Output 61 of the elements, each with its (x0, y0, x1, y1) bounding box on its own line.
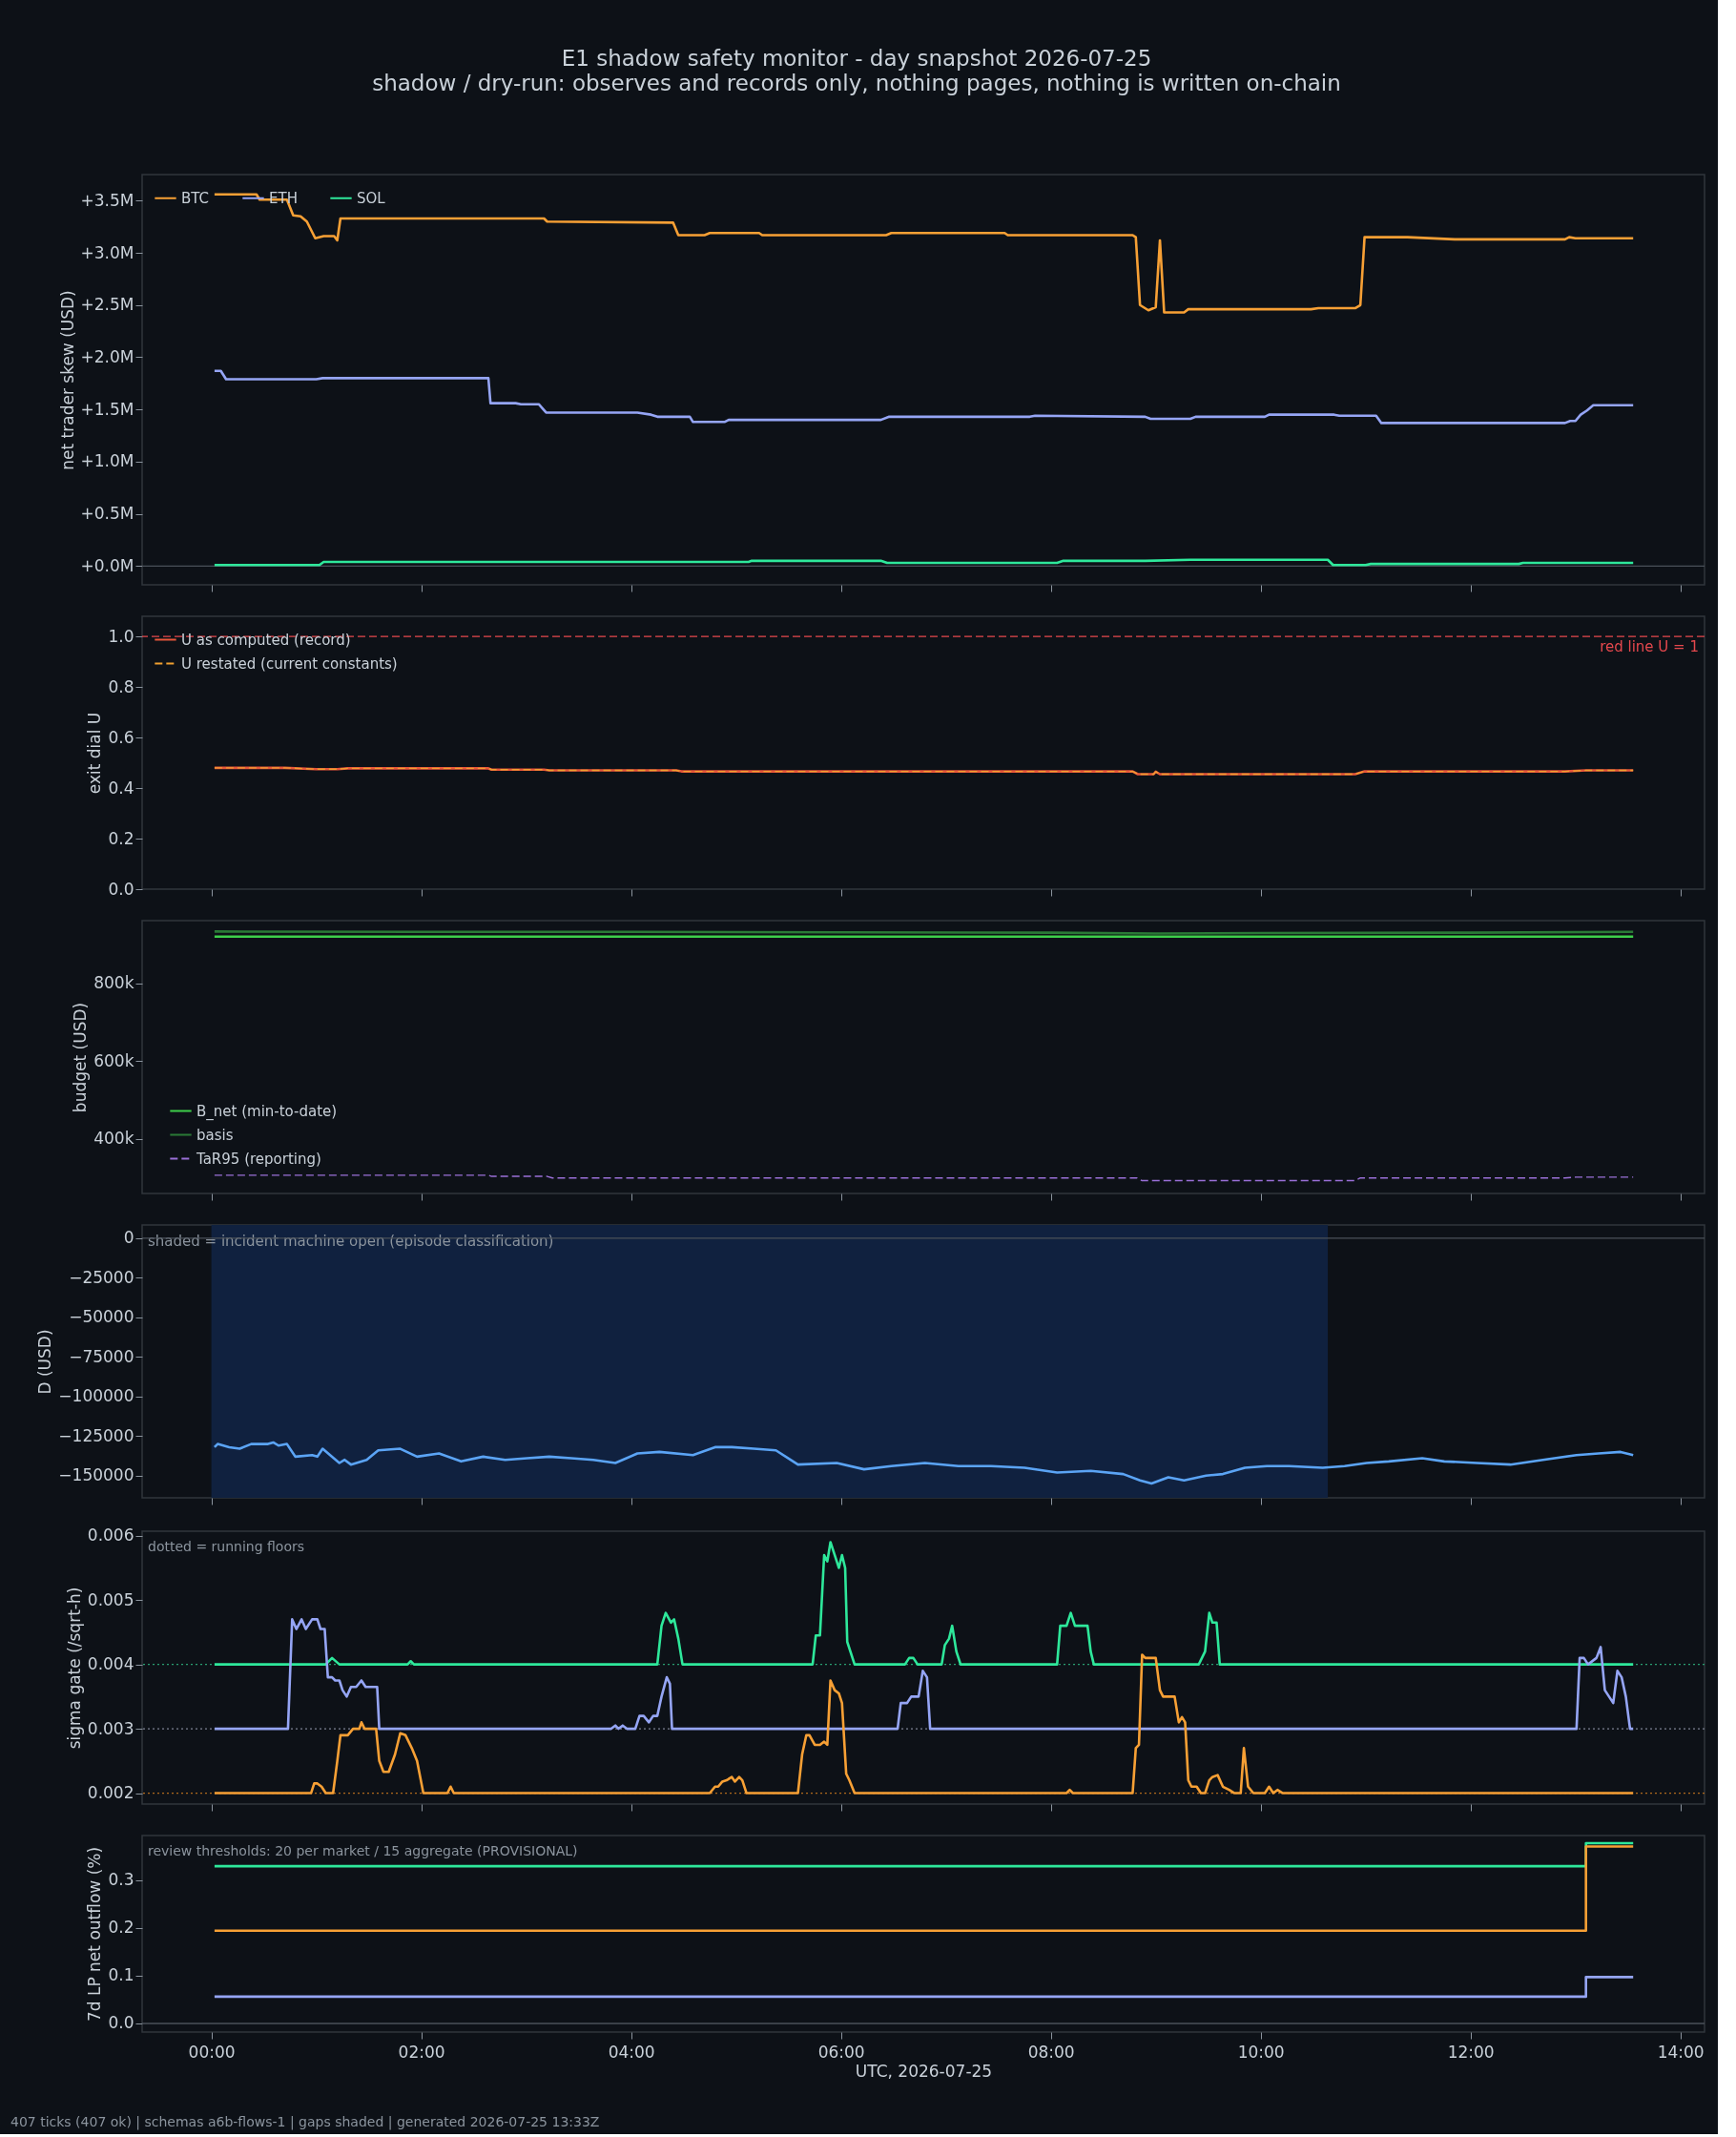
y-tick-label: 0.1 (108, 1965, 134, 1985)
ref-line-label: red line U = 1 (1600, 638, 1699, 656)
x-tick-label: 12:00 (1447, 2042, 1495, 2062)
y-tick-label: 0.3 (108, 1870, 134, 1890)
y-tick-label: +1.0M (80, 451, 134, 471)
x-tick-label: 14:00 (1657, 2042, 1705, 2062)
legend-label: TaR95 (reporting) (196, 1150, 321, 1168)
chart-subtitle: shadow / dry-run: observes and records only, nothing pages, nothing is written on-chain (372, 71, 1341, 96)
y-tick-label: +3.5M (80, 190, 134, 210)
text: 407 ticks (407 ok) | schemas a6b-flows-1 | gaps shaded | generated 2026-07-25 13:33Z (10, 2114, 600, 2130)
y-tick-label: 400k (93, 1129, 134, 1149)
chart-title: E1 shadow safety monitor - day snapshot 2026-07-25 (561, 46, 1152, 72)
y-tick-label: +2.5M (80, 295, 134, 315)
x-axis-title: UTC, 2026-07-25 (855, 2061, 993, 2081)
y-tick-label: 0.2 (108, 1918, 134, 1938)
y-tick-label: 0.005 (87, 1589, 134, 1609)
y-tick-label: 0.2 (108, 828, 134, 848)
y-tick-label: 0 (123, 1228, 134, 1248)
x-tick-label: 06:00 (817, 2042, 865, 2062)
y-tick-label: −25000 (69, 1267, 134, 1287)
y-tick-label: 0.8 (108, 676, 134, 696)
y-tick-label: 0.6 (108, 727, 134, 747)
y-tick-label: 600k (93, 1050, 134, 1070)
y-tick-label: +3.0M (80, 242, 134, 262)
y-tick-label: −50000 (69, 1307, 134, 1327)
legend-label: SOL (357, 189, 386, 207)
y-tick-label: −125000 (58, 1425, 134, 1445)
y-axis-title: D (USD) (35, 1329, 55, 1395)
y-axis-title: sigma gate (/sqrt-h) (64, 1587, 84, 1750)
y-tick-label: 800k (93, 973, 134, 993)
y-axis-title: 7d LP net outflow (%) (85, 1846, 105, 2023)
legend-label: B_net (min-to-date) (196, 1102, 338, 1121)
legend-label: BTC (181, 189, 210, 207)
x-tick-label: 00:00 (188, 2042, 236, 2062)
x-tick-label: 08:00 (1027, 2042, 1075, 2062)
y-tick-label: 0.0 (108, 2013, 134, 2033)
y-tick-label: 0.004 (87, 1654, 134, 1674)
y-tick-label: +0.0M (80, 555, 134, 575)
y-axis-title: net trader skew (USD) (57, 290, 77, 470)
y-tick-label: 0.006 (87, 1525, 134, 1546)
y-tick-label: 0.003 (87, 1718, 134, 1738)
y-tick-label: +2.0M (80, 346, 134, 366)
y-tick-label: −150000 (58, 1465, 134, 1485)
x-tick-label: 04:00 (608, 2042, 655, 2062)
y-tick-label: 1.0 (108, 626, 134, 646)
y-tick-label: +1.5M (80, 399, 134, 419)
band-label: shaded = incident machine open (episode classification) (148, 1233, 554, 1250)
annotation: review thresholds: 20 per market / 15 aggregate (PROVISIONAL) (148, 1843, 578, 1858)
y-tick-label: +0.5M (80, 504, 134, 524)
y-tick-label: −75000 (69, 1346, 134, 1366)
x-tick-label: 10:00 (1237, 2042, 1285, 2062)
y-axis-title: exit dial U (85, 712, 105, 795)
y-tick-label: 0.002 (87, 1783, 134, 1803)
y-axis-title: budget (USD) (71, 1002, 91, 1113)
legend-label: U restated (current constants) (181, 654, 398, 673)
y-tick-label: 0.0 (108, 879, 134, 899)
x-tick-label: 02:00 (398, 2042, 445, 2062)
y-tick-label: 0.4 (108, 778, 134, 798)
y-tick-label: −100000 (58, 1386, 134, 1406)
legend-label: basis (196, 1126, 234, 1144)
annotation: dotted = running floors (148, 1539, 305, 1554)
